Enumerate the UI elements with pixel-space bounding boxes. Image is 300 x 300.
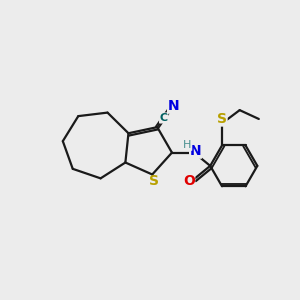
Text: S: S — [149, 174, 159, 188]
Text: N: N — [168, 99, 179, 113]
Text: N: N — [190, 144, 201, 158]
Text: S: S — [217, 112, 227, 126]
Text: C: C — [160, 113, 168, 123]
Text: H: H — [183, 140, 192, 150]
Text: O: O — [183, 174, 195, 188]
